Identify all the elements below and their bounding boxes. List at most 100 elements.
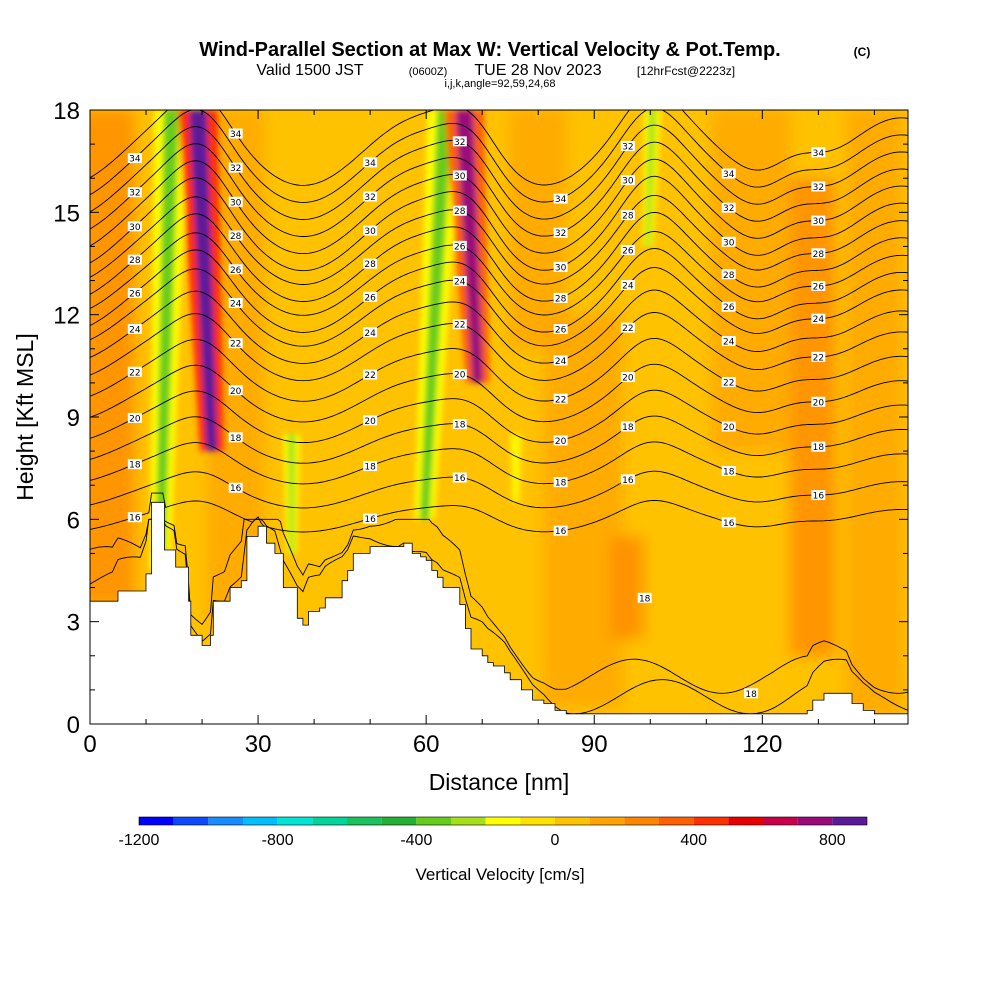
svg-text:16: 16 — [723, 519, 735, 529]
svg-text:20: 20 — [813, 398, 825, 408]
svg-text:26: 26 — [454, 242, 466, 252]
updraft-core-max — [189, 110, 218, 452]
theta-contour-label: 24 — [127, 323, 142, 335]
theta-contour — [90, 492, 908, 533]
colorbar-swatch — [693, 817, 729, 825]
svg-text:22: 22 — [555, 395, 566, 405]
y-tick-label: 0 — [67, 712, 80, 739]
svg-text:28: 28 — [230, 232, 242, 242]
theta-contour-label: 30 — [228, 196, 243, 208]
theta-contour-label: 24 — [452, 276, 467, 288]
svg-text:26: 26 — [129, 290, 141, 300]
x-tick-label: 60 — [413, 731, 440, 758]
svg-text:24: 24 — [723, 337, 735, 347]
theta-contour-label: 22 — [721, 377, 736, 389]
svg-text:22: 22 — [723, 379, 734, 389]
copyright-mark: (C) — [854, 45, 871, 59]
svg-text:(0600Z): (0600Z) — [409, 66, 448, 78]
svg-text:28: 28 — [622, 212, 634, 222]
colorbar-label: Vertical Velocity [cm/s] — [415, 865, 584, 884]
y-tick-label: 6 — [67, 507, 80, 534]
theta-contour-label: 18 — [620, 421, 635, 433]
colorbar-swatch — [589, 817, 625, 825]
theta-contour-label: 20 — [452, 369, 467, 381]
theta-contour — [90, 389, 908, 444]
theta-contour-label: 28 — [228, 230, 243, 242]
colorbar: -1200 -800 -400 0 400 800 — [119, 816, 868, 849]
y-axis-label: Height [Kft MSL] — [12, 333, 38, 500]
colorbar-swatch — [624, 817, 659, 825]
x-tick-label: 90 — [581, 731, 608, 758]
theta-contour-label: 32 — [620, 141, 635, 153]
svg-text:18: 18 — [555, 479, 567, 489]
theta-contour-label: 16 — [127, 512, 142, 524]
colorbar-swatch — [139, 817, 174, 825]
theta-contour-label: 24 — [363, 327, 378, 339]
theta-contour-label: 26 — [620, 245, 635, 257]
theta-contour-label: 24 — [620, 280, 635, 292]
downdraft-core-max — [419, 110, 453, 520]
y-tick-label: 12 — [53, 303, 80, 330]
theta-contour — [90, 158, 908, 255]
colorbar-tick-label: -1200 — [119, 832, 160, 849]
theta-contour-low — [90, 518, 908, 694]
theta-contour — [90, 211, 908, 302]
theta-contour-label: 24 — [811, 313, 826, 325]
theta-contour-label: 30 — [452, 170, 467, 182]
theta-contour — [90, 110, 908, 203]
svg-text:32: 32 — [454, 138, 465, 148]
theta-contour-label: 18 — [744, 688, 759, 700]
theta-contour-label: 34 — [127, 153, 142, 165]
colorbar-tick-label: 800 — [819, 832, 846, 849]
svg-text:24: 24 — [129, 325, 141, 335]
theta-contour-label: 22 — [811, 351, 826, 363]
svg-text:20: 20 — [622, 374, 634, 384]
theta-contour-label: 32 — [363, 191, 378, 203]
theta-contour-label: 26 — [452, 240, 467, 252]
x-tick-label: 120 — [742, 731, 782, 758]
svg-text:22: 22 — [813, 353, 824, 363]
theta-contour-label: 16 — [452, 472, 467, 484]
valid-time-line: Valid 1500 JST (0600Z) TUE 28 Nov 2023 [… — [256, 62, 735, 79]
svg-text:30: 30 — [364, 227, 376, 237]
svg-text:28: 28 — [555, 294, 567, 304]
svg-text:34: 34 — [813, 149, 825, 159]
svg-text:28: 28 — [364, 260, 376, 270]
svg-text:30: 30 — [723, 238, 735, 248]
theta-contour — [90, 312, 908, 382]
theta-contour-label: 18 — [228, 432, 243, 444]
theta-contour-label: 16 — [721, 517, 736, 529]
svg-text:22: 22 — [129, 368, 140, 378]
theta-contour-label: 26 — [811, 280, 826, 292]
theta-contour-label: 28 — [721, 269, 736, 281]
svg-text:28: 28 — [129, 256, 141, 266]
svg-text:16: 16 — [364, 515, 376, 525]
theta-contour-label: 28 — [553, 292, 568, 304]
svg-text:24: 24 — [555, 357, 567, 367]
svg-text:24: 24 — [622, 282, 634, 292]
velocity-band — [90, 110, 135, 605]
downdraft-core-max — [287, 434, 296, 554]
theta-contour-label: 26 — [363, 291, 378, 303]
colorbar-swatch — [381, 817, 417, 825]
theta-contour-label: 18 — [553, 477, 568, 489]
svg-text:28: 28 — [813, 250, 825, 260]
theta-contour — [90, 363, 908, 423]
svg-text:26: 26 — [364, 293, 376, 303]
theta-contour-label: 16 — [553, 525, 568, 537]
theta-contour — [90, 470, 908, 509]
svg-text:18: 18 — [639, 594, 651, 604]
svg-text:16: 16 — [230, 484, 242, 494]
colorbar-tick-label: -400 — [400, 832, 432, 849]
velocity-band — [543, 314, 623, 707]
colorbar-swatch — [243, 817, 278, 825]
svg-text:30: 30 — [813, 217, 825, 227]
svg-text:20: 20 — [364, 417, 376, 427]
theta-contour-label: 24 — [721, 335, 736, 347]
svg-text:[12hrFcst@2223z]: [12hrFcst@2223z] — [637, 64, 735, 78]
colorbar-swatch — [312, 817, 347, 825]
theta-contour-label: 30 — [363, 225, 378, 237]
svg-text:24: 24 — [230, 300, 242, 310]
svg-text:26: 26 — [813, 282, 825, 292]
